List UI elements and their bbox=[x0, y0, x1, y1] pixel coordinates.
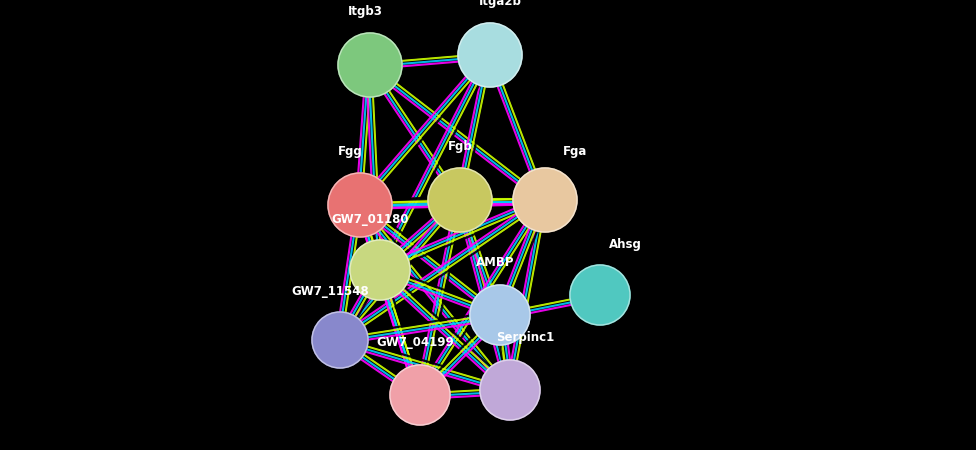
Circle shape bbox=[338, 33, 402, 97]
Text: GW7_04199: GW7_04199 bbox=[376, 336, 454, 349]
Circle shape bbox=[470, 285, 530, 345]
Text: Fga: Fga bbox=[563, 145, 588, 158]
Circle shape bbox=[458, 23, 522, 87]
Text: Fgg: Fgg bbox=[338, 145, 362, 158]
Circle shape bbox=[513, 168, 577, 232]
Circle shape bbox=[328, 173, 392, 237]
Text: Ahsg: Ahsg bbox=[609, 238, 641, 251]
Text: Serpinc1: Serpinc1 bbox=[496, 331, 554, 344]
Text: Fgb: Fgb bbox=[448, 140, 472, 153]
Circle shape bbox=[312, 312, 368, 368]
Circle shape bbox=[570, 265, 630, 325]
Circle shape bbox=[390, 365, 450, 425]
Circle shape bbox=[428, 168, 492, 232]
Circle shape bbox=[480, 360, 540, 420]
Text: GW7_01180: GW7_01180 bbox=[331, 213, 409, 226]
Circle shape bbox=[350, 240, 410, 300]
Text: Itgb3: Itgb3 bbox=[347, 5, 383, 18]
Text: AMBP: AMBP bbox=[475, 256, 514, 269]
Text: GW7_11548: GW7_11548 bbox=[291, 285, 369, 298]
Text: Itga2b: Itga2b bbox=[478, 0, 521, 8]
